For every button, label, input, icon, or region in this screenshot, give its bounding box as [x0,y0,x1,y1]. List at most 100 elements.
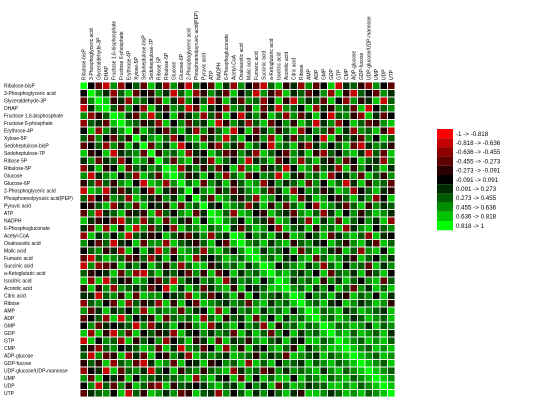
heatmap-cell [214,171,223,180]
heatmap-cell [109,329,118,338]
heatmap-cell [147,246,156,255]
heatmap-cell [274,156,283,165]
heatmap-cell [229,149,238,158]
heatmap-cell [259,269,268,278]
heatmap-cell [289,126,298,135]
heatmap-cell [154,149,163,158]
heatmap-cell [319,194,328,203]
heatmap-cell [124,164,133,173]
heatmap-cell [124,254,133,263]
heatmap-cell [154,96,163,105]
heatmap-cell [124,96,133,105]
heatmap-cell [79,179,88,188]
column-label-aconitic-acid: Aconitic acid [284,52,290,80]
heatmap-cell [282,126,291,135]
heatmap-cell [192,314,201,323]
heatmap-cell [117,314,126,323]
heatmap-cell [297,374,306,383]
heatmap-cell [229,344,238,353]
heatmap-cell [334,366,343,375]
heatmap-cell [282,89,291,98]
heatmap-cell [184,269,193,278]
heatmap-cell [267,111,276,120]
heatmap-cell [387,81,396,90]
heatmap-cell [259,224,268,233]
heatmap-cell [192,119,201,128]
heatmap-cell [229,254,238,263]
heatmap-cell [349,89,358,98]
legend-label: -0.455 -> -0.273 [456,158,501,165]
heatmap-cell [379,299,388,308]
heatmap-cell [109,381,118,390]
heatmap-cell [387,179,396,188]
heatmap-cell [312,374,321,383]
heatmap-cell [342,156,351,165]
row-label-isocitric-acid: Isocitric acid [4,279,32,285]
heatmap-cell [289,134,298,143]
heatmap-cell [282,336,291,345]
heatmap-cell [342,261,351,270]
heatmap-cell [102,224,111,233]
heatmap-cell [372,104,381,113]
heatmap-cell [267,126,276,135]
heatmap-cell [109,351,118,360]
heatmap-cell [169,276,178,285]
heatmap-cell [199,126,208,135]
heatmap-cell [312,104,321,113]
heatmap-cell [319,314,328,323]
heatmap-cell [117,351,126,360]
heatmap-cell [252,344,261,353]
heatmap-cell [237,201,246,210]
heatmap-cell [162,321,171,330]
heatmap-cell [147,306,156,315]
heatmap-cell [199,231,208,240]
heatmap-cell [319,156,328,165]
heatmap-cell [252,269,261,278]
heatmap-cell [274,149,283,158]
heatmap-cell [184,119,193,128]
heatmap-cell [259,359,268,368]
heatmap-cell [327,209,336,218]
heatmap-cell [282,291,291,300]
heatmap-cell [199,171,208,180]
heatmap-cell [229,321,238,330]
heatmap-cell [267,314,276,323]
heatmap-cell [237,209,246,218]
heatmap-cell [304,156,313,165]
heatmap-cell [124,276,133,285]
heatmap-cell [267,201,276,210]
heatmap-cell [289,164,298,173]
heatmap-cell [102,351,111,360]
heatmap-cell [124,321,133,330]
heatmap-cell [169,389,178,398]
heatmap-cell [192,126,201,135]
heatmap-cell [364,171,373,180]
heatmap-cell [177,359,186,368]
heatmap-cell [304,366,313,375]
heatmap-cell [109,336,118,345]
heatmap-cell [282,246,291,255]
heatmap-cell [274,291,283,300]
heatmap-cell [387,186,396,195]
heatmap-cell [154,134,163,143]
heatmap-cell [229,336,238,345]
heatmap-cell [139,261,148,270]
heatmap-cell [192,201,201,210]
heatmap-cell [222,374,231,383]
heatmap-cell [267,269,276,278]
heatmap-cell [282,104,291,113]
heatmap-cell [139,269,148,278]
column-label-erythrose-4p: Erythrose-4P [127,50,133,80]
heatmap-cell [222,201,231,210]
heatmap-cell [87,381,96,390]
heatmap-cell [259,216,268,225]
heatmap-cell [147,231,156,240]
heatmap-cell [364,389,373,398]
heatmap-cell [139,246,148,255]
heatmap-cell [169,81,178,90]
heatmap-cell [169,314,178,323]
heatmap-cell [199,134,208,143]
heatmap-cell [357,381,366,390]
heatmap-cell [154,299,163,308]
heatmap-cell [342,134,351,143]
